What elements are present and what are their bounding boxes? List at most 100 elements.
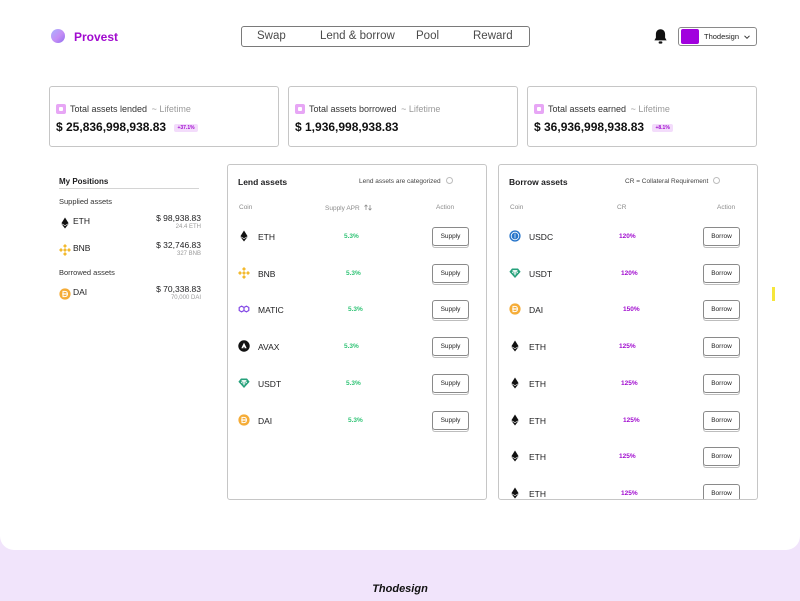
bell-icon[interactable] <box>653 28 668 45</box>
collateral-requirement: 125% <box>623 416 640 424</box>
supply-apr: 5.3% <box>348 306 363 314</box>
chevron-down-icon <box>744 34 750 39</box>
nav-item-lend-borrow[interactable]: Lend & borrow <box>320 30 395 42</box>
position-row[interactable]: DAI $ 70,338.83 70,000 DAI <box>59 284 201 306</box>
position-value: $ 70,338.83 <box>156 284 201 294</box>
stat-period: ~ Lifetime <box>151 104 191 114</box>
stat-amount: $ 1,936,998,938.83 <box>295 120 399 134</box>
coin-symbol: ETH <box>529 342 546 353</box>
position-amount: 327 BNB <box>176 251 201 257</box>
position-symbol: DAI <box>73 287 88 297</box>
coin-symbol: DAI <box>258 415 273 426</box>
table-row: DAI 5.3% Supply <box>228 410 486 431</box>
panel-note-text: Lend assets are categorized <box>359 178 441 185</box>
borrow-button[interactable]: Borrow <box>703 300 740 320</box>
col-head-action: Action <box>717 204 736 211</box>
stat-label: Total assets borrowed ~ Lifetime <box>309 104 440 114</box>
supply-apr: 5.3% <box>344 343 359 351</box>
positions-title: My Positions <box>59 177 109 186</box>
stat-card-borrowed: Total assets borrowed ~ Lifetime $ 1,936… <box>288 86 518 147</box>
stat-label: Total assets earned ~ Lifetime <box>548 104 670 114</box>
borrow-button[interactable]: Borrow <box>703 263 740 283</box>
wallet-icon <box>56 104 66 114</box>
eth-icon <box>59 215 71 229</box>
scroll-indicator[interactable] <box>772 287 775 301</box>
wallet-icon <box>295 104 305 114</box>
coin-symbol: AVAX <box>258 342 280 353</box>
borrow-button[interactable]: Borrow <box>703 227 740 246</box>
supply-button[interactable]: Supply <box>432 300 469 320</box>
supply-button[interactable]: Supply <box>432 263 469 283</box>
supply-button[interactable]: Supply <box>432 227 469 246</box>
supply-apr: 5.3% <box>346 379 361 387</box>
table-row: MATIC 5.3% Supply <box>228 300 486 320</box>
supply-apr: 5.3% <box>348 416 363 424</box>
table-row: USDT 5.3% Supply <box>228 373 486 394</box>
panel-title: Lend assets <box>238 177 288 187</box>
table-row: DAI 150% Borrow <box>499 300 757 320</box>
position-symbol: ETH <box>73 216 90 226</box>
borrow-assets-panel: Borrow assets CR = Collateral Requiremen… <box>498 164 758 500</box>
supply-button[interactable]: Supply <box>432 337 469 357</box>
supplied-assets-label: Supplied assets <box>59 197 112 206</box>
supply-button[interactable]: Supply <box>432 410 469 430</box>
brand-name[interactable]: Provest <box>74 30 119 44</box>
stat-card-earned: Total assets earned ~ Lifetime $ 36,936,… <box>527 86 757 147</box>
nav-item-swap[interactable]: Swap <box>257 30 286 42</box>
borrow-button[interactable]: Borrow <box>703 410 740 430</box>
coin-symbol: DAI <box>529 305 544 316</box>
wallet-icon <box>534 104 544 114</box>
table-row: ETH 5.3% Supply <box>228 227 486 247</box>
stat-value: $ 36,936,998,938.83 +8.1% <box>534 120 673 134</box>
position-amount: 24.4 ETH <box>175 224 201 230</box>
coin-symbol: ETH <box>529 415 546 426</box>
table-row: ETH 125% Borrow <box>499 410 757 431</box>
table-row: AVAX 5.3% Supply <box>228 337 486 357</box>
account-button[interactable]: Thodesign <box>678 27 757 46</box>
borrow-button[interactable]: Borrow <box>703 447 740 467</box>
stat-card-lended: Total assets lended ~ Lifetime $ 25,836,… <box>49 86 279 147</box>
position-row[interactable]: BNB $ 32,746.83 327 BNB <box>59 240 201 262</box>
coin-symbol: ETH <box>529 378 546 389</box>
collateral-requirement: 125% <box>619 343 636 351</box>
table-row: ETH 125% Borrow <box>499 483 757 499</box>
change-badge: +8.1% <box>652 124 673 132</box>
coin-symbol: USDT <box>258 378 282 389</box>
supply-apr: 5.3% <box>346 269 361 277</box>
position-value: $ 32,746.83 <box>156 240 201 250</box>
borrow-button[interactable]: Borrow <box>703 373 740 393</box>
col-head-coin: Coin <box>239 204 253 211</box>
borrow-button[interactable]: Borrow <box>703 337 740 357</box>
coin-symbol: USDC <box>529 232 554 242</box>
nav-item-reward[interactable]: Reward <box>473 30 513 42</box>
table-row: ETH 125% Borrow <box>499 337 757 357</box>
app-window: Provest Swap Lend & borrow Pool Reward T… <box>0 0 800 550</box>
nav-item-pool[interactable]: Pool <box>416 30 440 42</box>
col-head-apr: Supply APR <box>325 204 372 212</box>
dai-icon <box>59 286 71 300</box>
stat-title: Total assets borrowed <box>309 104 397 114</box>
sort-icon[interactable] <box>363 204 372 211</box>
supply-apr: 5.3% <box>344 233 359 240</box>
panel-note-text: CR = Collateral Requirement <box>625 178 709 185</box>
position-row[interactable]: ETH $ 98,938.83 24.4 ETH <box>59 213 201 235</box>
coin-symbol: BNB <box>258 268 276 279</box>
footer: Thodesign <box>0 550 800 601</box>
borrow-button[interactable]: Borrow <box>703 483 740 499</box>
position-value: $ 98,938.83 <box>156 213 201 223</box>
supply-button[interactable]: Supply <box>432 373 469 393</box>
stat-title: Total assets lended <box>70 104 148 114</box>
lend-assets-panel: Lend assets Lend assets are categorized … <box>227 164 487 500</box>
provest-logo-icon[interactable] <box>51 29 65 43</box>
info-icon[interactable] <box>445 177 453 184</box>
info-icon[interactable] <box>713 177 721 184</box>
stat-period: ~ Lifetime <box>630 104 670 114</box>
stat-value: $ 25,836,998,938.83 +37.1% <box>56 120 198 134</box>
panel-note: Lend assets are categorized <box>359 177 453 185</box>
table-row: BNB 5.3% Supply <box>228 263 486 284</box>
coin-symbol: ETH <box>529 488 546 499</box>
col-head-action: Action <box>436 204 455 211</box>
change-badge: +37.1% <box>174 124 198 132</box>
collateral-requirement: 125% <box>619 453 636 461</box>
divider <box>59 188 199 189</box>
